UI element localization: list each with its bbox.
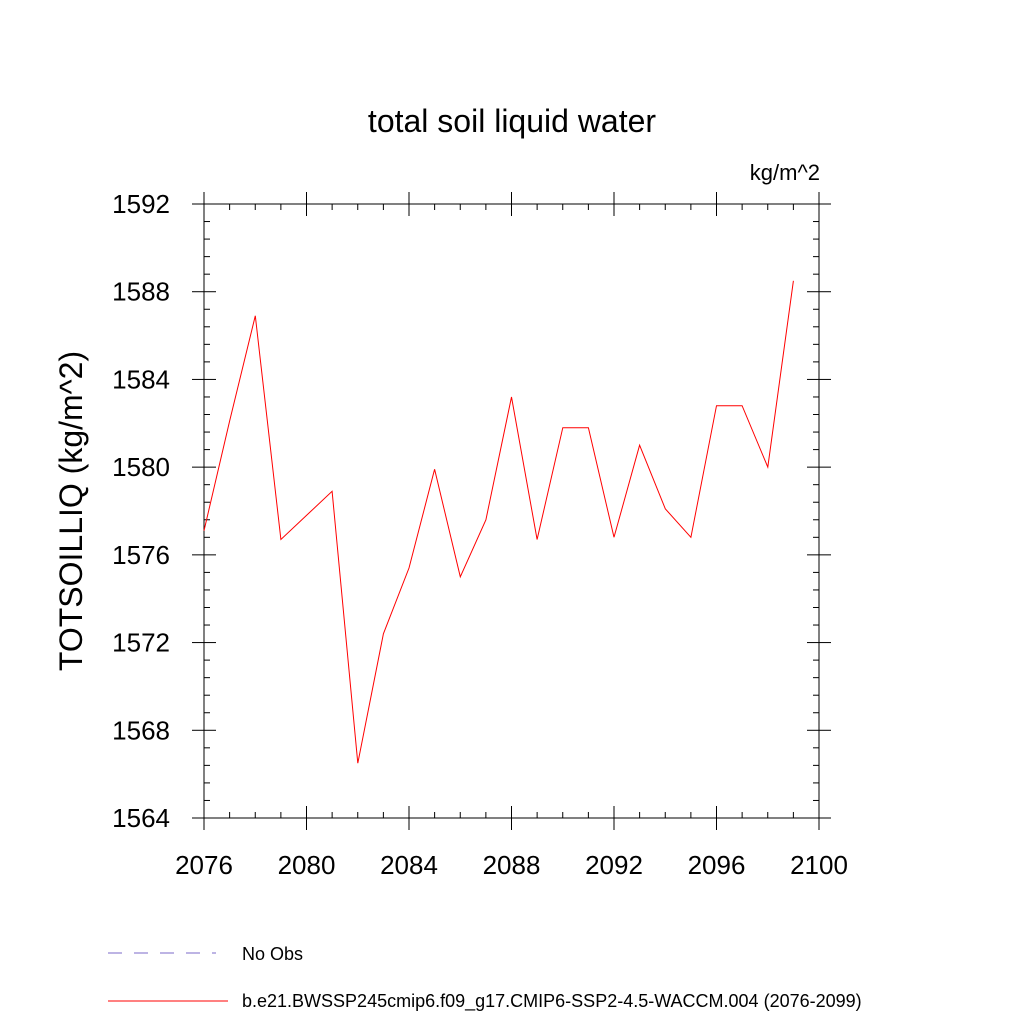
y-tick-label: 1584	[112, 364, 170, 394]
x-tick-label: 2080	[278, 850, 336, 880]
y-tick-label: 1572	[112, 628, 170, 658]
x-tick-label: 2096	[688, 850, 746, 880]
x-tick-label: 2092	[585, 850, 643, 880]
y-axis-label: TOTSOILLIQ (kg/m^2)	[53, 351, 89, 671]
legend-label-no-obs: No Obs	[242, 944, 303, 964]
axis-ticks	[192, 192, 831, 830]
x-tick-label: 2084	[380, 850, 438, 880]
legend: No Obs b.e21.BWSSP245cmip6.f09_g17.CMIP6…	[108, 944, 862, 1012]
y-tick-label: 1568	[112, 715, 170, 745]
series-group	[203, 280, 794, 764]
x-tick-label: 2100	[790, 850, 848, 880]
y-tick-label: 1576	[112, 540, 170, 570]
plot-frame	[203, 203, 820, 819]
units-label: kg/m^2	[750, 160, 820, 185]
axis-tick-labels: 2076 2080 2084 2088 2092 2096 2100 1564 1568 1572…	[112, 189, 848, 880]
chart-title: total soil liquid water	[368, 103, 656, 139]
series-line	[203, 280, 794, 764]
legend-label-series: b.e21.BWSSP245cmip6.f09_g17.CMIP6-SSP2-4…	[242, 991, 862, 1012]
x-tick-label: 2076	[175, 850, 233, 880]
y-tick-label: 1580	[112, 452, 170, 482]
y-tick-label: 1588	[112, 277, 170, 307]
y-tick-label: 1564	[112, 803, 170, 833]
y-tick-label: 1592	[112, 189, 170, 219]
x-tick-label: 2088	[483, 850, 541, 880]
